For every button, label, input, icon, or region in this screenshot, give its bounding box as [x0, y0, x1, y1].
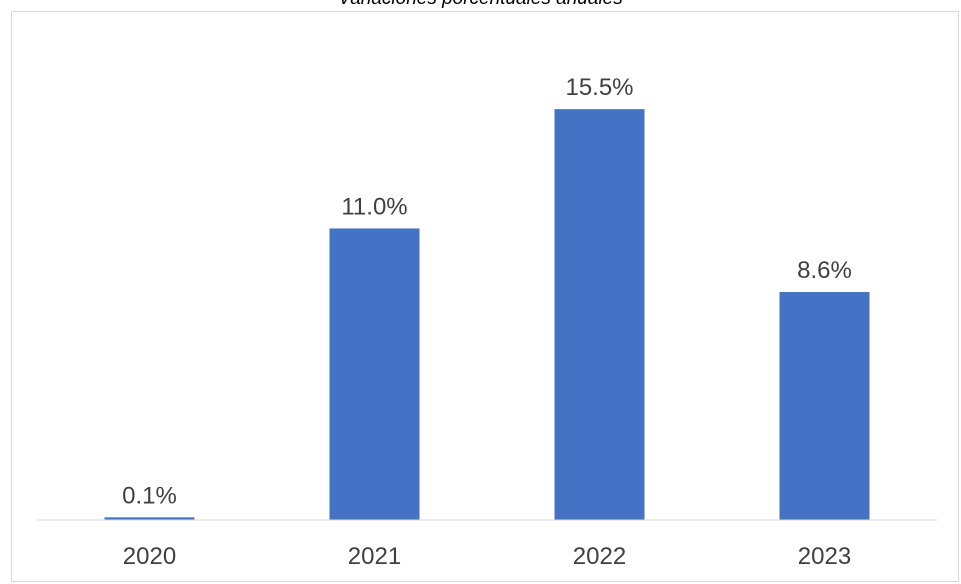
bar-2023 [779, 292, 870, 520]
bar-2022 [554, 109, 645, 521]
chart-title: Variaciones porcentuales anuales [0, 0, 961, 11]
bar-2021 [329, 228, 420, 521]
data-label-2022: 15.5% [565, 74, 633, 101]
x-tick-label-2020: 2020 [123, 543, 176, 570]
x-tick-label-2021: 2021 [348, 543, 401, 570]
x-tick-label-2022: 2022 [573, 543, 626, 570]
data-label-2020: 0.1% [122, 482, 177, 509]
bars-layer [104, 109, 870, 521]
data-label-2023: 8.6% [797, 257, 852, 284]
ticks-layer: 2020 2021 2022 2023 [123, 543, 851, 570]
x-tick-label-2023: 2023 [798, 543, 851, 570]
bar-2020 [104, 517, 195, 520]
data-label-2021: 11.0% [341, 193, 407, 220]
labels-layer: 0.1% 11.0% 15.5% 8.6% [122, 74, 852, 509]
